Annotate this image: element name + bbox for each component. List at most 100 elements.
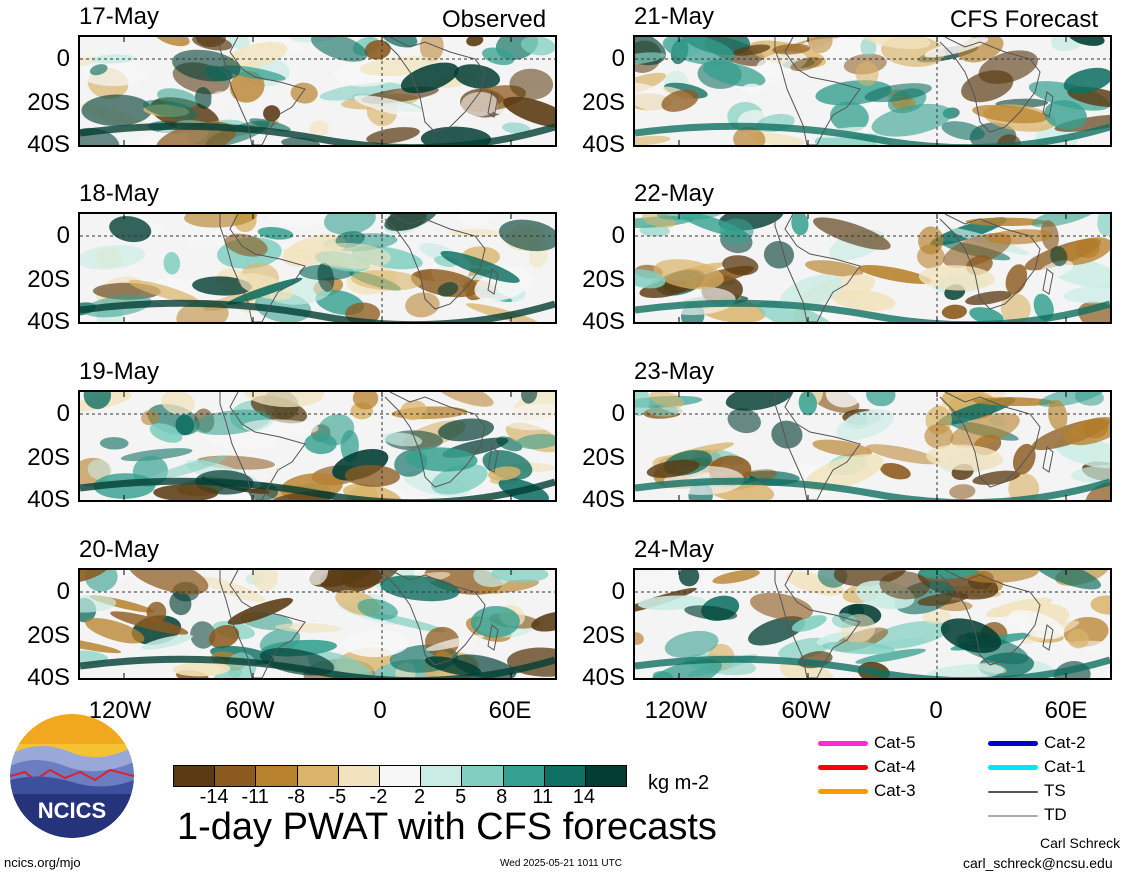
pwat-anomaly-blob [836, 409, 894, 441]
lat-label: 0 [56, 222, 70, 249]
pwat-anomaly-blob [459, 214, 491, 227]
pwat-anomaly-blob [242, 419, 320, 436]
pwat-anomaly-blob [748, 616, 806, 646]
moisture-band [635, 299, 1110, 322]
pwat-anomaly-blob [251, 570, 278, 592]
footer-email[interactable]: carl_schreck@ncsu.edu [963, 855, 1113, 871]
pwat-anomaly-blob [109, 216, 152, 243]
pwat-anomaly-blob [350, 270, 422, 291]
pwat-anomaly-blob [192, 276, 252, 296]
colorbar-swatch [338, 766, 380, 786]
colorbar-swatch [297, 766, 339, 786]
pwat-anomaly-blob [825, 392, 864, 408]
moisture-band [80, 122, 555, 145]
pwat-anomaly-blob [110, 611, 189, 635]
lat-label: 40S [582, 308, 625, 335]
moisture-band [635, 477, 1110, 500]
pwat-anomaly-blob [224, 233, 268, 257]
pwat-map-panel [78, 35, 557, 147]
panel-date: 23-May [634, 358, 715, 385]
pwat-anomaly-blob [1057, 237, 1110, 266]
pwat-anomaly-blob [185, 226, 257, 248]
pwat-anomaly-blob [80, 570, 109, 584]
pwat-anomaly-blob [80, 61, 150, 87]
lat-label: 40S [27, 131, 70, 158]
pwat-anomaly-blob [635, 632, 644, 645]
pwat-anomaly-blob [830, 101, 869, 133]
lon-label: 0 [929, 697, 943, 724]
pwat-anomaly-blob [701, 570, 723, 592]
colorbar-tick-label: -11 [241, 786, 269, 808]
pwat-anomaly-blob [798, 392, 817, 416]
pwat-anomaly-blob [635, 269, 666, 289]
pwat-anomaly-blob [807, 37, 833, 54]
pwat-anomaly-blob [950, 412, 1020, 448]
pwat-anomaly-blob [924, 37, 989, 58]
pwat-anomaly-blob [1097, 214, 1110, 236]
pwat-anomaly-blob [488, 466, 521, 481]
lat-label: 20S [582, 266, 625, 293]
pwat-anomaly-blob [960, 570, 1040, 583]
pwat-anomaly-blob [1050, 246, 1068, 267]
pwat-map-panel [78, 212, 557, 324]
pwat-anomaly-blob [972, 104, 1048, 124]
pwat-anomaly-blob [661, 89, 699, 112]
pwat-anomaly-blob [366, 127, 420, 144]
pwat-anomaly-blob [99, 437, 129, 450]
pwat-anomaly-blob [269, 214, 330, 228]
madagascar-outline [487, 624, 499, 651]
pwat-anomaly-blob [771, 420, 803, 449]
pwat-anomaly-blob [986, 229, 1053, 245]
legend-label: TS [1044, 781, 1066, 800]
lon-label: 60E [488, 697, 532, 724]
footer-url[interactable]: ncics.org/mjo [4, 855, 81, 870]
lat-label: 40S [582, 131, 625, 158]
pwat-anomaly-blob [941, 304, 967, 320]
pwat-map-panel [633, 212, 1112, 324]
pwat-anomaly-blob [454, 64, 501, 89]
pwat-anomaly-blob [142, 99, 198, 120]
pwat-anomaly-blob [310, 242, 392, 270]
pwat-anomaly-blob [1070, 464, 1110, 484]
africa-outline [939, 392, 1041, 488]
pwat-anomaly-blob [420, 126, 492, 145]
pwat-anomaly-blob [645, 658, 722, 678]
south-america-outline [219, 214, 306, 322]
pwat-anomaly-blob [80, 636, 122, 654]
madagascar-outline [1042, 268, 1054, 295]
pwat-anomaly-blob [154, 37, 190, 47]
pwat-anomaly-blob [190, 621, 216, 649]
pwat-anomaly-blob [317, 414, 355, 446]
pwat-anomaly-blob [871, 103, 953, 137]
pwat-anomaly-blob [965, 290, 1012, 306]
pwat-anomaly-blob [259, 627, 301, 655]
pwat-anomaly-blob [941, 121, 985, 141]
pwat-anomaly-blob [917, 244, 945, 269]
pwat-anomaly-blob [866, 392, 896, 407]
lat-label: 40S [27, 486, 70, 513]
colorbar-tick-label: -2 [369, 786, 388, 808]
pwat-anomaly-blob [813, 217, 891, 250]
pwat-anomaly-blob [424, 656, 482, 676]
south-america-outline [219, 570, 306, 678]
pwat-anomaly-blob [949, 484, 976, 500]
pwat-anomaly-blob [858, 265, 932, 284]
pwat-anomaly-blob [249, 118, 291, 132]
lat-label: 0 [56, 45, 70, 72]
pwat-anomaly-blob [344, 464, 400, 487]
ncics-logo: NCICS [10, 714, 134, 838]
pwat-anomaly-blob [343, 483, 402, 500]
pwat-anomaly-blob [662, 37, 735, 66]
south-america-outline [774, 392, 861, 500]
pwat-anomaly-blob [127, 570, 209, 595]
south-america-outline [774, 37, 861, 145]
legend-swatch [818, 741, 868, 746]
pwat-anomaly-blob [352, 392, 379, 410]
pwat-anomaly-blob [712, 570, 760, 584]
pwat-anomaly-blob [503, 96, 555, 128]
pwat-anomaly-blob [309, 570, 379, 588]
colorbar-tick-label: 2 [413, 786, 426, 808]
pwat-anomaly-blob [653, 259, 724, 290]
pwat-anomaly-blob [208, 625, 240, 649]
lat-label: 40S [582, 486, 625, 513]
